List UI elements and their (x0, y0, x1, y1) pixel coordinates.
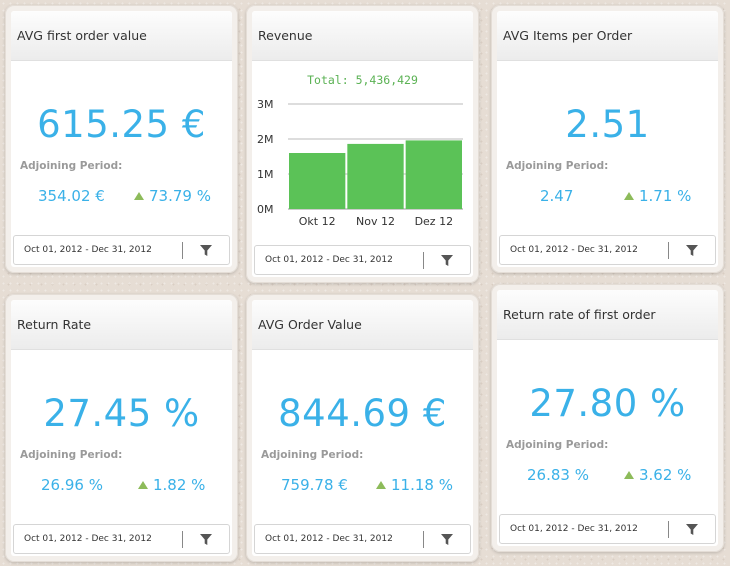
funnel-icon[interactable] (440, 254, 454, 267)
card-title: AVG Order Value (252, 300, 473, 350)
card-body: Revenue Total: 5,436,429 0M 1M 2M 3M Okt 12 N… (252, 11, 473, 277)
funnel-icon[interactable] (685, 523, 699, 536)
date-range-bar[interactable]: Oct 01, 2012 - Dec 31, 2012 (254, 245, 471, 275)
card-body: AVG first order value 615.25 € Adjoining… (11, 11, 232, 267)
previous-period-value: 354.02 € (38, 187, 105, 205)
y-tick-label: 0M (257, 203, 274, 216)
date-range-text: Oct 01, 2012 - Dec 31, 2012 (265, 255, 393, 265)
funnel-icon[interactable] (685, 244, 699, 257)
kpi-value: 615.25 € (37, 103, 206, 146)
card-title: Return rate of first order (497, 290, 718, 340)
previous-period-value: 759.78 € (281, 476, 348, 494)
kpi-card-avg-order: AVG Order Value 844.69 € Adjoining Perio… (246, 294, 479, 562)
triangle-up-icon (624, 192, 634, 200)
card-body: AVG Order Value 844.69 € Adjoining Perio… (252, 300, 473, 556)
change-indicator: 1.82 % (138, 476, 205, 494)
change-indicator: 73.79 % (134, 187, 211, 205)
card-body: Return rate of first order 27.80 % Adjoi… (497, 290, 718, 546)
previous-period-value: 26.83 % (527, 466, 589, 484)
revenue-bar (405, 140, 462, 209)
change-percent: 1.71 % (639, 187, 692, 205)
change-percent: 73.79 % (149, 187, 211, 205)
adjoining-period-label: Adjoining Period: (506, 439, 609, 451)
change-indicator: 3.62 % (624, 466, 691, 484)
adjoining-period-label: Adjoining Period: (506, 160, 609, 172)
y-tick-label: 1M (257, 168, 274, 181)
date-range-text: Oct 01, 2012 - Dec 31, 2012 (510, 524, 638, 534)
divider (668, 521, 669, 538)
kpi-card-return-first-order: Return rate of first order 27.80 % Adjoi… (491, 284, 724, 552)
triangle-up-icon (138, 481, 148, 489)
date-range-bar[interactable]: Oct 01, 2012 - Dec 31, 2012 (13, 524, 230, 554)
adjoining-period-label: Adjoining Period: (20, 449, 123, 461)
date-range-bar[interactable]: Oct 01, 2012 - Dec 31, 2012 (499, 235, 716, 265)
funnel-icon[interactable] (440, 533, 454, 546)
triangle-up-icon (624, 471, 634, 479)
card-body: Return Rate 27.45 % Adjoining Period: 26… (11, 300, 232, 556)
kpi-value: 2.51 (565, 103, 650, 146)
card-title: Return Rate (11, 300, 232, 350)
change-percent: 11.18 % (391, 476, 453, 494)
card-title: Revenue (252, 11, 473, 61)
kpi-value: 27.80 % (529, 382, 686, 425)
date-range-text: Oct 01, 2012 - Dec 31, 2012 (265, 534, 393, 544)
change-indicator: 1.71 % (624, 187, 691, 205)
funnel-icon[interactable] (199, 244, 213, 257)
date-range-bar[interactable]: Oct 01, 2012 - Dec 31, 2012 (13, 235, 230, 265)
previous-period-value: 2.47 (540, 187, 574, 205)
adjoining-period-label: Adjoining Period: (20, 160, 123, 172)
y-tick-label: 3M (257, 98, 274, 111)
change-percent: 1.82 % (153, 476, 206, 494)
revenue-bar (289, 153, 346, 209)
chart-card-revenue: Revenue Total: 5,436,429 0M 1M 2M 3M Okt 12 N… (246, 5, 479, 283)
date-range-text: Oct 01, 2012 - Dec 31, 2012 (24, 245, 152, 255)
date-range-bar[interactable]: Oct 01, 2012 - Dec 31, 2012 (499, 514, 716, 544)
funnel-icon[interactable] (199, 533, 213, 546)
chart-total: Total: 5,436,429 (307, 73, 418, 87)
kpi-card-avg-items: AVG Items per Order 2.51 Adjoining Perio… (491, 5, 724, 273)
adjoining-period-label: Adjoining Period: (261, 449, 364, 461)
date-range-text: Oct 01, 2012 - Dec 31, 2012 (510, 245, 638, 255)
kpi-card-avg-first-order: AVG first order value 615.25 € Adjoining… (5, 5, 238, 273)
triangle-up-icon (134, 192, 144, 200)
card-title: AVG Items per Order (497, 11, 718, 61)
divider (668, 242, 669, 259)
kpi-value: 844.69 € (278, 392, 447, 435)
divider (423, 252, 424, 269)
kpi-card-return-rate: Return Rate 27.45 % Adjoining Period: 26… (5, 294, 238, 562)
change-indicator: 11.18 % (376, 476, 453, 494)
revenue-bar-chart: 0M 1M 2M 3M Okt 12 Nov 12 Dez 12 (257, 98, 463, 228)
kpi-value: 27.45 % (43, 392, 200, 435)
card-body: AVG Items per Order 2.51 Adjoining Perio… (497, 11, 718, 267)
x-tick-label: Okt 12 (299, 215, 336, 228)
triangle-up-icon (376, 481, 386, 489)
x-tick-label: Nov 12 (356, 215, 395, 228)
date-range-bar[interactable]: Oct 01, 2012 - Dec 31, 2012 (254, 524, 471, 554)
previous-period-value: 26.96 % (41, 476, 103, 494)
change-percent: 3.62 % (639, 466, 692, 484)
revenue-bar (347, 143, 404, 209)
divider (182, 531, 183, 548)
date-range-text: Oct 01, 2012 - Dec 31, 2012 (24, 534, 152, 544)
y-tick-label: 2M (257, 133, 274, 146)
divider (182, 242, 183, 259)
card-title: AVG first order value (11, 11, 232, 61)
divider (423, 531, 424, 548)
x-tick-label: Dez 12 (415, 215, 454, 228)
